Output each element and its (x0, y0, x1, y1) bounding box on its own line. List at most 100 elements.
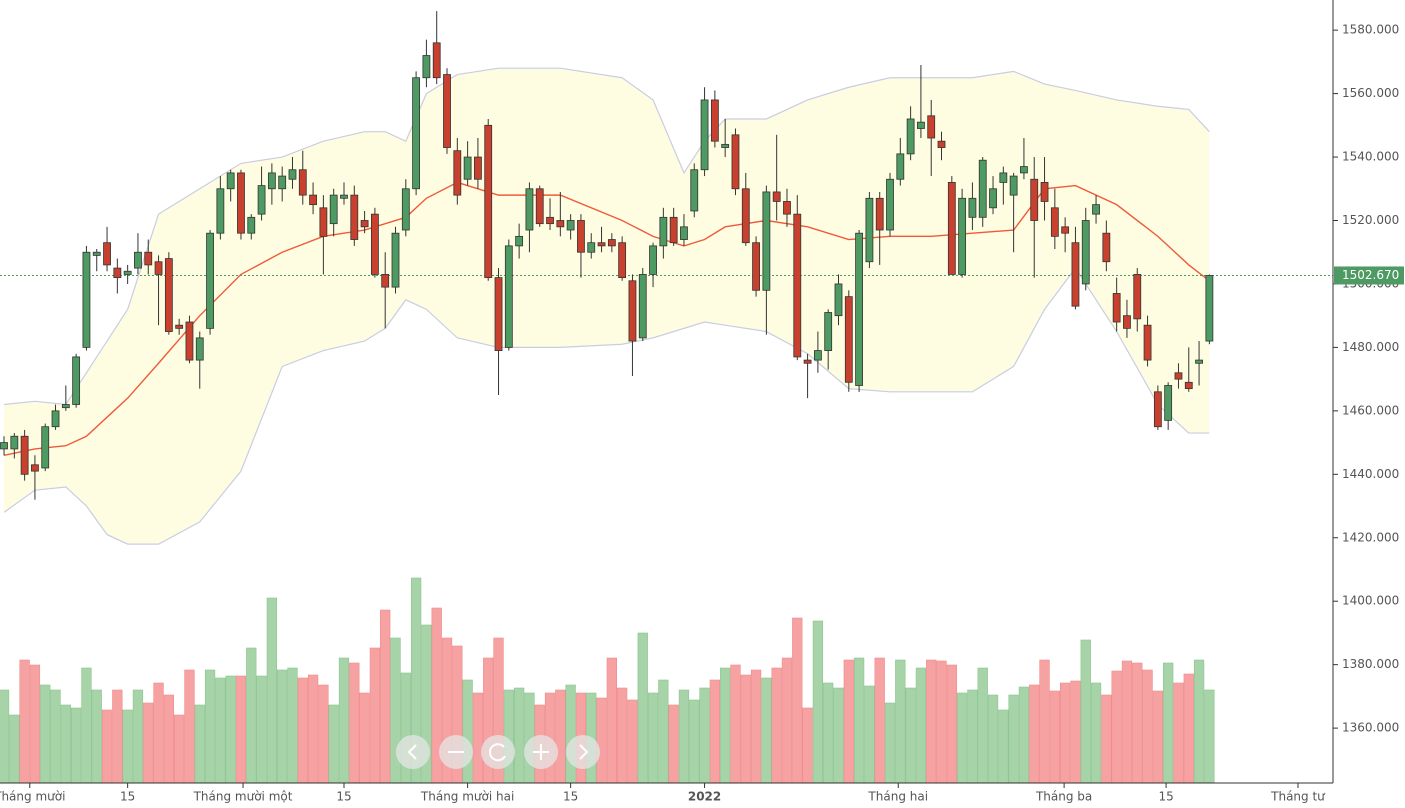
volume-bar (235, 675, 247, 783)
volume-bar (297, 677, 308, 783)
y-tick-label: 1400.000 (1342, 594, 1399, 608)
candle-body (432, 42, 441, 79)
candle-body (577, 220, 585, 253)
candle-body (875, 197, 884, 231)
candle-body (195, 337, 204, 361)
volume-bar (101, 709, 113, 783)
volume-bar (81, 667, 92, 783)
volume-bar (50, 689, 61, 783)
candle-body (669, 216, 678, 244)
volume-bar (163, 694, 174, 783)
volume-bar (1008, 694, 1019, 783)
volume-bar (513, 687, 525, 783)
candle-body (10, 435, 19, 450)
candle-body (834, 283, 843, 317)
volume-bar (359, 692, 370, 783)
candle-body (185, 321, 194, 361)
y-tick-label: 1560.000 (1342, 86, 1399, 100)
x-tick-label: 15 (563, 790, 578, 804)
volume-bar (1029, 684, 1040, 783)
volume-bar (781, 657, 793, 783)
candle-body (237, 172, 245, 234)
candle-body (41, 426, 50, 469)
x-tick-label: 15 (120, 790, 135, 804)
volume-bar (184, 669, 195, 783)
candle-body (113, 267, 122, 279)
volume-bar (1204, 689, 1215, 783)
candle-body (813, 350, 822, 361)
candle-body (350, 194, 359, 240)
candle-body (61, 404, 70, 409)
last-price-box (1334, 266, 1404, 285)
candle-body (937, 140, 946, 148)
volume-bar (19, 659, 30, 783)
volume-bar (215, 677, 226, 783)
candle-body (587, 242, 596, 253)
x-tick-label: Tháng mười hai (420, 790, 514, 804)
volume-bar (555, 689, 566, 783)
candle-body (597, 242, 606, 247)
candle-body (164, 258, 173, 332)
candle-body (453, 150, 462, 196)
candle-body (968, 197, 977, 218)
reset-button[interactable] (481, 735, 515, 769)
volume-bar (277, 669, 288, 783)
volume-bar (647, 692, 659, 783)
candle-body (927, 115, 936, 139)
candle-body (340, 194, 348, 199)
candle-body (958, 197, 967, 275)
volume-bar (122, 709, 133, 783)
volume-bar (761, 677, 772, 783)
candle-body (329, 194, 338, 225)
candle-body (556, 220, 565, 228)
zoom-out-button[interactable] (439, 735, 473, 769)
candle-body (525, 188, 534, 231)
volume-bar (874, 657, 885, 783)
candle-body (752, 242, 760, 291)
zoom-in-button[interactable] (524, 735, 558, 769)
volume-bar (668, 704, 679, 783)
candle-body (31, 464, 39, 472)
candle-body (1164, 385, 1173, 421)
volume-bar (1060, 682, 1071, 783)
candle-body (803, 359, 812, 364)
volume-bar (1070, 680, 1081, 783)
candle-body (72, 356, 81, 405)
volume-bar (967, 689, 978, 783)
volume-bar (1173, 682, 1184, 783)
candle-body (1102, 232, 1111, 263)
candle-body (896, 153, 905, 180)
volume-bar (503, 689, 514, 783)
volume-bar (1101, 694, 1112, 783)
volume-bar (256, 675, 267, 783)
volume-bar (493, 637, 504, 783)
candle-body (649, 245, 657, 275)
volume-bar (833, 687, 844, 783)
candle-body (978, 159, 987, 218)
candle-body (1030, 178, 1039, 221)
y-tick-label: 1480.000 (1342, 340, 1399, 354)
candle-body (886, 178, 894, 231)
volume-bar (1018, 686, 1030, 783)
candle-body (1133, 274, 1142, 320)
volume-bar (905, 687, 916, 783)
candle-body (1195, 359, 1203, 364)
volume-bar (349, 662, 360, 783)
candle-body (659, 216, 668, 247)
x-tick-label: 15 (336, 790, 351, 804)
volume-bar (812, 620, 824, 783)
scroll-left-button[interactable] (396, 735, 430, 769)
volume-bar (699, 687, 710, 783)
volume-bar (823, 682, 834, 783)
volume-bar (637, 632, 648, 783)
volume-bar (915, 667, 927, 783)
volume-bar (132, 689, 144, 783)
volume-bar (864, 685, 875, 783)
volume-bar (246, 647, 257, 783)
candle-body (1092, 204, 1100, 215)
scroll-right-button[interactable] (566, 735, 600, 769)
candle-body (690, 169, 699, 212)
volume-bar (1142, 669, 1153, 783)
candle-body (906, 118, 915, 155)
